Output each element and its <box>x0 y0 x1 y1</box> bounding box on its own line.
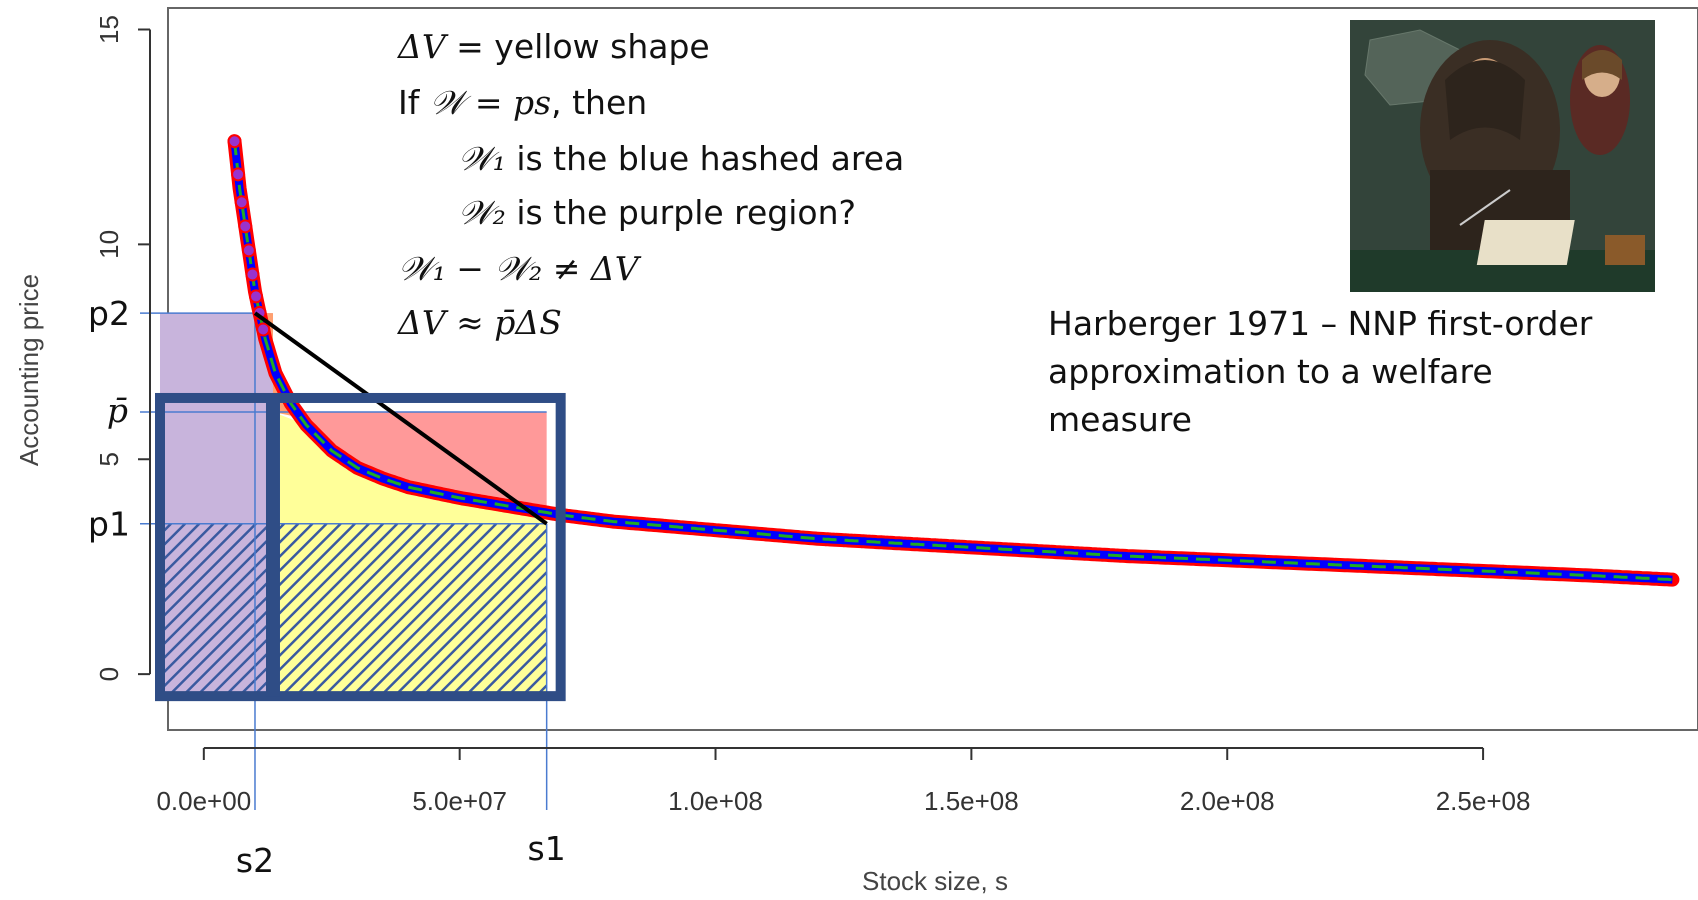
x-axis-label: Stock size, s <box>862 866 1008 896</box>
curve-point <box>227 134 242 149</box>
curve-point <box>234 195 249 210</box>
annotation-line5: 𝒲₁ − 𝒲₂ ≠ ΔV <box>398 249 642 288</box>
y-tick-label: 10 <box>94 230 124 259</box>
y-axis: 0 5 10 15 <box>94 15 151 681</box>
highlight-frames <box>155 392 566 702</box>
curve-point <box>256 322 271 337</box>
painting-art <box>1350 20 1655 292</box>
price-curve <box>227 134 1680 587</box>
curve-point <box>231 167 246 182</box>
blue-hatched-area-left <box>160 523 273 697</box>
p2-label: p2 <box>88 294 130 333</box>
svg-text:ΔV = yellow shape: ΔV = yellow shape <box>396 27 710 66</box>
annotation-line1-math: ΔV <box>396 27 449 66</box>
x-tick-label: 1.0e+08 <box>668 786 763 816</box>
x-tick-label: 0.0e+00 <box>156 786 251 816</box>
svg-text:𝒲₁ is the blue hashed area: 𝒲₁ is the blue hashed area <box>458 139 904 178</box>
annotation-line6: ΔV ≈ p̄ΔS <box>396 303 562 342</box>
annotation-line4-text: is the purple region? <box>506 193 856 232</box>
x-tick-label: 2.5e+08 <box>1436 786 1531 816</box>
s2-label: s2 <box>236 841 274 880</box>
x-axis: 0.0e+00 5.0e+07 1.0e+08 1.5e+08 2.0e+08 2.5e+… <box>156 747 1531 816</box>
annotation-line3-text: is the blue hashed area <box>506 139 904 178</box>
x-tick-label: 2.0e+08 <box>1180 786 1275 816</box>
curve-point <box>245 267 260 282</box>
p1-label: p1 <box>88 505 130 544</box>
portrait-painting-icon <box>1350 20 1655 292</box>
curve-point <box>238 219 253 234</box>
annotation-line4-math: 𝒲₂ <box>458 193 506 232</box>
svg-text:If 𝒲 = ps, then: If 𝒲 = ps, then <box>398 83 647 122</box>
secant-line <box>253 311 548 526</box>
curve-point <box>241 243 256 258</box>
x-tick-label: 5.0e+07 <box>412 786 507 816</box>
yellow-region <box>272 411 547 524</box>
annotation-line2-a: If <box>398 83 430 122</box>
x-tick-label: 1.5e+08 <box>924 786 1019 816</box>
outer-frame <box>155 392 566 702</box>
caption: Harberger 1971 – NNP first-order approxi… <box>1048 300 1698 444</box>
annotation-line2-b: , then <box>551 83 647 122</box>
annotation-line2-math: 𝒲 = ps <box>430 83 551 122</box>
reference-labels: p2 p1 p̄ s2 s1 <box>88 294 566 880</box>
y-tick-label: 0 <box>94 667 124 681</box>
shaded-regions <box>160 291 547 697</box>
blue-hatched-area <box>272 523 547 697</box>
caption-line2: approximation to a welfare <box>1048 352 1493 391</box>
y-tick-label: 5 <box>94 452 124 466</box>
svg-text:𝒲₂ is the purple region?: 𝒲₂ is the purple region? <box>458 193 856 232</box>
annotation-line1-text: = yellow shape <box>446 27 710 66</box>
y-axis-label: Accounting price <box>14 274 44 466</box>
red-region <box>306 411 547 513</box>
caption-line1: Harberger 1971 – NNP first-order <box>1048 304 1593 343</box>
curve-point <box>249 289 264 304</box>
y-tick-label: 15 <box>94 15 124 44</box>
caption-line3: measure <box>1048 400 1192 439</box>
curve-green <box>233 141 1673 582</box>
annotation-block: ΔV = yellow shape If 𝒲 = ps, then 𝒲₁ is … <box>396 27 904 342</box>
pbar-label: p̄ <box>107 391 128 430</box>
s1-label: s1 <box>528 829 566 868</box>
annotation-line3-math: 𝒲₁ <box>458 139 506 178</box>
